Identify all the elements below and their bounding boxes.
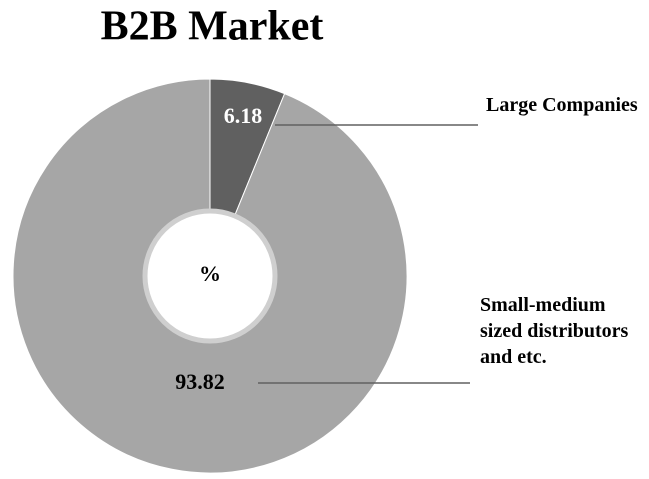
category-label: Small-medium sized distributors and etc. — [480, 294, 629, 368]
center-label: % — [199, 261, 221, 286]
value-label: 93.82 — [175, 369, 225, 394]
chart-title: B2B Market — [101, 4, 324, 50]
category-label: Large Companies — [486, 94, 638, 116]
value-label: 6.18 — [224, 103, 263, 128]
donut-hole-ring — [142, 208, 278, 344]
